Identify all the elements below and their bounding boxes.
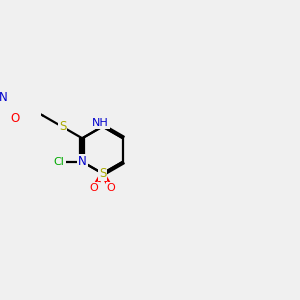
Text: O: O xyxy=(107,183,116,193)
Text: NH: NH xyxy=(92,118,109,128)
Text: N: N xyxy=(0,91,8,104)
Text: N: N xyxy=(78,155,87,168)
Text: S: S xyxy=(59,120,66,134)
Text: Cl: Cl xyxy=(54,157,64,167)
Text: O: O xyxy=(11,112,20,124)
Text: S: S xyxy=(99,167,106,180)
Text: O: O xyxy=(90,183,98,193)
